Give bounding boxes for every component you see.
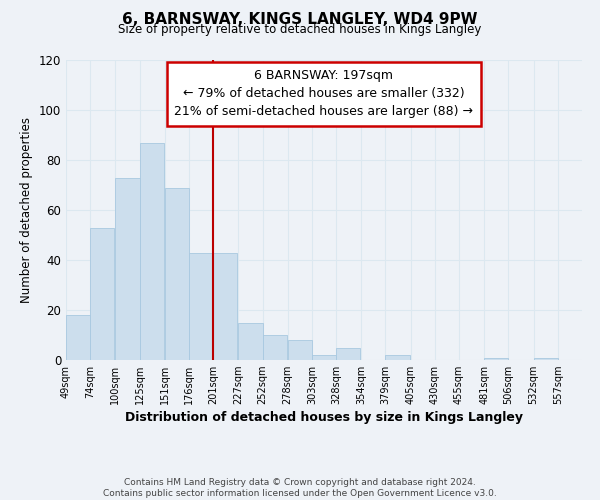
X-axis label: Distribution of detached houses by size in Kings Langley: Distribution of detached houses by size … xyxy=(125,412,523,424)
Bar xyxy=(263,335,287,360)
Bar xyxy=(140,142,164,360)
Bar xyxy=(287,340,312,360)
Bar xyxy=(90,228,115,360)
Bar xyxy=(213,252,238,360)
Bar xyxy=(533,358,558,360)
Bar xyxy=(165,188,189,360)
Bar xyxy=(115,178,140,360)
Text: 6 BARNSWAY: 197sqm
← 79% of detached houses are smaller (332)
21% of semi-detach: 6 BARNSWAY: 197sqm ← 79% of detached hou… xyxy=(175,69,473,118)
Bar xyxy=(189,252,213,360)
Text: Contains HM Land Registry data © Crown copyright and database right 2024.
Contai: Contains HM Land Registry data © Crown c… xyxy=(103,478,497,498)
Bar xyxy=(336,348,361,360)
Text: 6, BARNSWAY, KINGS LANGLEY, WD4 9PW: 6, BARNSWAY, KINGS LANGLEY, WD4 9PW xyxy=(122,12,478,28)
Bar xyxy=(385,355,410,360)
Bar xyxy=(312,355,336,360)
Bar xyxy=(66,315,90,360)
Y-axis label: Number of detached properties: Number of detached properties xyxy=(20,117,33,303)
Bar xyxy=(238,322,263,360)
Bar xyxy=(484,358,508,360)
Text: Size of property relative to detached houses in Kings Langley: Size of property relative to detached ho… xyxy=(118,22,482,36)
